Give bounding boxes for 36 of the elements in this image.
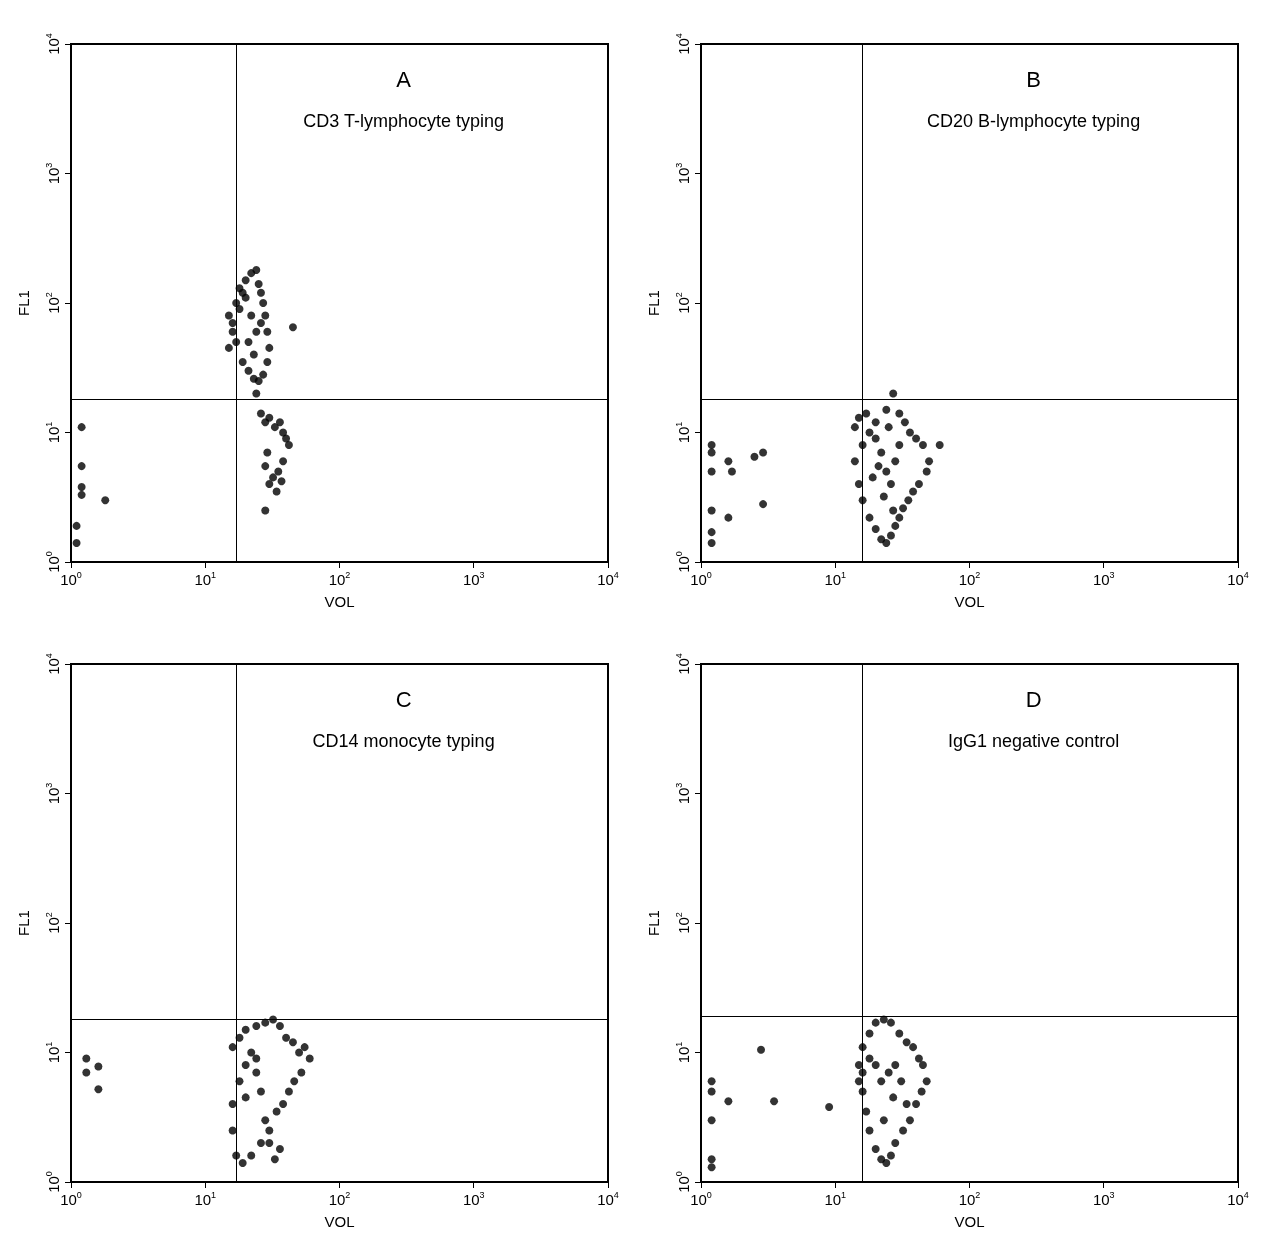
y-tick-label: 101 (673, 421, 692, 444)
y-tick-label: 100 (673, 551, 692, 573)
x-axis-title: VOL (324, 593, 355, 610)
y-axis-title: FL1 (645, 910, 662, 936)
y-tick-label: 104 (673, 33, 692, 55)
y-tick-label: 102 (673, 292, 692, 314)
text: CD14 monocyte typing (312, 731, 495, 752)
y-tick-label: 102 (43, 292, 62, 314)
y-tick-label: 100 (43, 1171, 62, 1193)
y-tick-label: 100 (673, 1171, 692, 1193)
y-tick-label: 101 (673, 1041, 692, 1064)
y-tick-label: 103 (673, 162, 692, 185)
y-tick-label: 103 (673, 782, 692, 805)
y-tick-label: 104 (43, 33, 62, 55)
text: A (396, 67, 412, 93)
y-tick-label: 103 (43, 162, 62, 185)
y-tick-label: 103 (43, 782, 62, 805)
text: CD20 B-lymphocyte typing (927, 111, 1141, 132)
y-tick-label: 100 (43, 551, 62, 573)
x-axis-title: VOL (954, 593, 985, 610)
y-tick-label: 104 (43, 653, 62, 675)
y-axis-title: FL1 (645, 290, 662, 316)
y-axis-title: FL1 (15, 290, 32, 316)
text: B (1026, 67, 1041, 93)
y-axis-title: FL1 (15, 910, 32, 936)
x-axis-title: VOL (324, 1213, 355, 1230)
y-tick-label: 102 (673, 912, 692, 934)
y-tick-label: 104 (673, 653, 692, 675)
y-tick-label: 101 (43, 1041, 62, 1064)
text: C (395, 687, 412, 713)
y-tick-label: 101 (43, 421, 62, 444)
text: CD3 T-lymphocyte typing (303, 111, 504, 132)
text: D (1025, 687, 1042, 713)
text: IgG1 negative control (948, 731, 1120, 752)
y-tick-label: 102 (43, 912, 62, 934)
x-axis-title: VOL (954, 1213, 985, 1230)
